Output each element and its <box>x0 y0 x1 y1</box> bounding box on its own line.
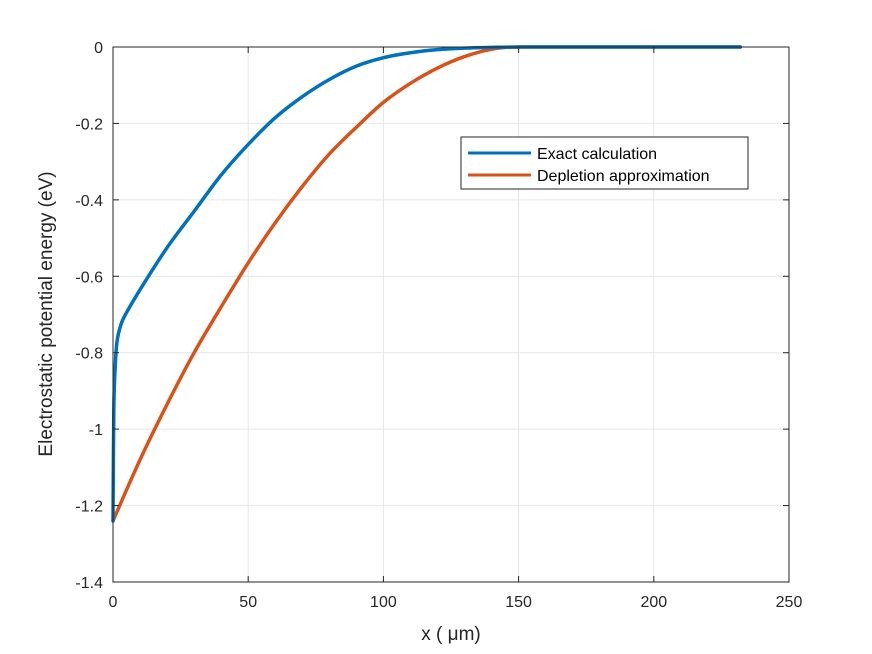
y-tick-label: -0.2 <box>75 116 103 133</box>
legend: Exact calculation Depletion approximatio… <box>460 136 749 190</box>
legend-label-exact-calculation: Exact calculation <box>537 146 657 163</box>
y-axis-title: Electrostatic potential energy (eV) <box>36 171 57 456</box>
y-tick-label: -1.4 <box>75 575 103 592</box>
legend-label-depletion-approximation: Depletion approximation <box>537 168 710 185</box>
x-tick-label: 200 <box>640 594 667 611</box>
legend-box <box>460 136 749 190</box>
x-tick-label: 150 <box>505 594 532 611</box>
ticks: 0 50 100 150 200 250 0 -0.2 -0.4 -0.6 -0.8 -1 -1.2 -1… <box>75 40 802 611</box>
y-tick-label: -1.2 <box>75 499 103 516</box>
y-tick-label: -1 <box>89 422 103 439</box>
y-tick-label: -0.4 <box>75 193 103 210</box>
grid <box>113 47 789 582</box>
x-axis-title: x ( μm) <box>421 624 481 645</box>
x-tick-label: 250 <box>776 594 803 611</box>
y-tick-label: -0.8 <box>75 346 103 363</box>
y-tick-label: -0.6 <box>75 269 103 286</box>
x-tick-label: 0 <box>109 594 118 611</box>
plot-frame <box>112 46 790 583</box>
x-tick-label: 100 <box>370 594 397 611</box>
x-tick-label: 50 <box>239 594 257 611</box>
y-tick-label: 0 <box>94 40 103 57</box>
